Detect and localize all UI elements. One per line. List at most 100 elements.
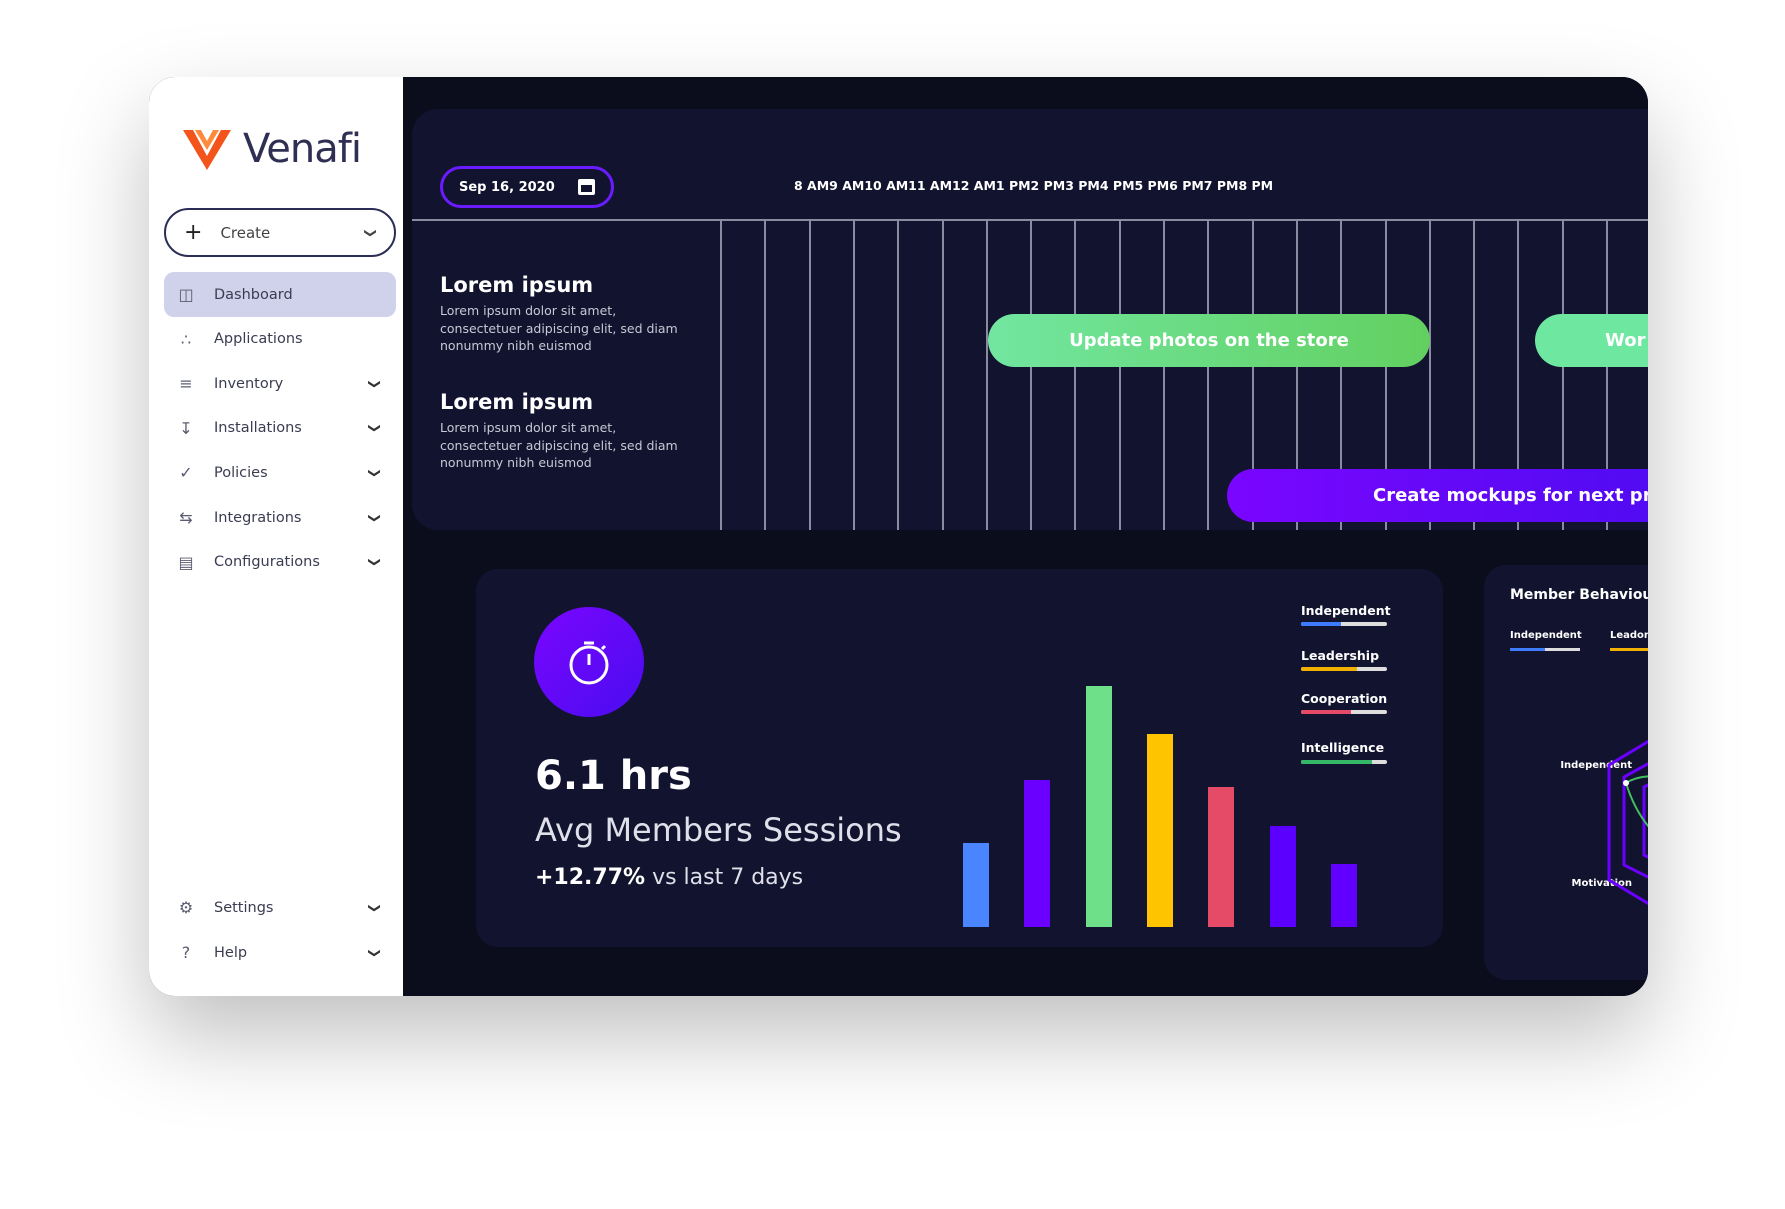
row-description: Lorem ipsum dolor sit amet, consectetuer… bbox=[440, 303, 678, 353]
hour-gridline bbox=[1295, 220, 1298, 530]
hour-gridline bbox=[764, 220, 767, 530]
behaviour-title: Member Behaviou bbox=[1510, 587, 1648, 603]
inventory-icon: ≡ bbox=[179, 374, 193, 394]
task-update-photos[interactable]: Update photos on the store bbox=[988, 314, 1430, 367]
sidebar-item-installations[interactable]: ↧ Installations ❯ bbox=[164, 406, 396, 451]
legend-label: Independent bbox=[1301, 603, 1391, 618]
sidebar-item-label: Integrations bbox=[214, 509, 302, 526]
sessions-card: 6.1 hrs Avg Members Sessions +12.77% vs … bbox=[476, 569, 1443, 947]
legend-label: Intelligence bbox=[1301, 740, 1385, 755]
chevron-down-icon[interactable]: ❯ bbox=[367, 423, 382, 434]
date-picker[interactable]: Sep 16, 2020 bbox=[440, 166, 614, 208]
chart-bar bbox=[1024, 779, 1051, 927]
hour-gridline bbox=[985, 220, 988, 530]
stopwatch-badge bbox=[534, 607, 644, 717]
chevron-down-icon[interactable]: ❯ bbox=[367, 512, 382, 523]
hour-gridline bbox=[897, 220, 900, 530]
stopwatch-icon bbox=[569, 641, 609, 685]
hour-labels: 8 AM9 AM10 AM11 AM12 AM1 PM2 PM3 PM4 PM5… bbox=[794, 178, 1274, 193]
legend-progress bbox=[1301, 622, 1387, 626]
sidebar-item-label: Policies bbox=[214, 464, 268, 481]
sidebar-item-label: Installations bbox=[214, 420, 302, 437]
legend-label: Leadership bbox=[1301, 648, 1380, 663]
main-content: Sep 16, 2020 8 AM9 AM10 AM11 AM12 AM1 PM… bbox=[403, 77, 1648, 996]
radar-axis-label: Independent bbox=[1560, 760, 1632, 771]
date-value: Sep 16, 2020 bbox=[459, 179, 555, 195]
row-description: Lorem ipsum dolor sit amet, consectetuer… bbox=[440, 420, 678, 470]
row-title: Lorem ipsum bbox=[440, 273, 594, 297]
hour-gridline bbox=[1561, 220, 1564, 530]
chevron-down-icon[interactable]: ❯ bbox=[367, 557, 382, 568]
hour-gridline bbox=[720, 220, 722, 530]
chevron-down-icon[interactable]: ❯ bbox=[367, 947, 382, 958]
hour-gridline bbox=[1473, 220, 1476, 530]
sidebar: Venafi + Create ❯ ◫ Dashboard ∴ Application… bbox=[149, 77, 403, 996]
sidebar-item-configurations[interactable]: ▤ Configurations ❯ bbox=[164, 540, 396, 585]
sidebar-item-help[interactable]: ? Help ❯ bbox=[164, 930, 396, 975]
sidebar-item-settings[interactable]: ⚙ Settings ❯ bbox=[164, 885, 396, 930]
sidebar-item-label: Configurations bbox=[214, 554, 320, 571]
legend-label: Cooperation bbox=[1301, 691, 1388, 706]
change-suffix: vs last 7 days bbox=[652, 865, 804, 890]
chevron-down-icon[interactable]: ❯ bbox=[367, 902, 382, 913]
sidebar-item-label: Dashboard bbox=[214, 286, 293, 303]
hour-gridline bbox=[1340, 220, 1343, 530]
legend-progress bbox=[1301, 710, 1387, 714]
radar-chart bbox=[1607, 739, 1648, 906]
behaviour-legend-bar bbox=[1510, 648, 1580, 651]
sidebar-item-integrations[interactable]: ⇆ Integrations ❯ bbox=[164, 495, 396, 540]
help-icon: ? bbox=[181, 943, 191, 962]
sidebar-item-policies[interactable]: ✓ Policies ❯ bbox=[164, 450, 396, 495]
timeline-divider bbox=[412, 219, 1648, 221]
behaviour-legend-label: Independent bbox=[1510, 630, 1582, 641]
sidebar-item-applications[interactable]: ∴ Applications bbox=[164, 317, 396, 362]
policies-icon: ✓ bbox=[179, 463, 193, 483]
hour-gridline bbox=[1030, 220, 1033, 530]
sessions-value: 6.1 hrs bbox=[535, 753, 692, 799]
behaviour-legend-bar bbox=[1610, 648, 1648, 651]
dashboard-icon: ◫ bbox=[178, 285, 194, 304]
hour-gridline bbox=[852, 220, 855, 530]
sessions-change: +12.77% vs last 7 days bbox=[535, 865, 803, 890]
chevron-down-icon[interactable]: ❯ bbox=[367, 378, 382, 389]
venafi-v-icon bbox=[183, 130, 231, 170]
hour-gridline bbox=[1384, 220, 1387, 530]
chart-bar bbox=[963, 842, 989, 927]
hour-gridline bbox=[1251, 220, 1254, 530]
row-title: Lorem ipsum bbox=[440, 390, 594, 414]
sidebar-item-label: Settings bbox=[214, 899, 274, 916]
chevron-down-icon: ❯ bbox=[363, 227, 378, 238]
hour-gridline bbox=[1207, 220, 1210, 530]
hour-gridline bbox=[808, 220, 811, 530]
sidebar-item-dashboard[interactable]: ◫ Dashboard bbox=[164, 272, 396, 317]
member-behaviour-card: Member Behaviou Independent Leador Indep… bbox=[1484, 565, 1648, 980]
create-button[interactable]: + Create ❯ bbox=[164, 208, 396, 257]
chart-bar bbox=[1330, 864, 1357, 927]
venafi-logo[interactable]: Venafi bbox=[181, 126, 362, 172]
calendar-icon[interactable] bbox=[578, 179, 595, 195]
brand-name: Venafi bbox=[243, 126, 362, 172]
chevron-down-icon[interactable]: ❯ bbox=[367, 467, 382, 478]
chart-bar bbox=[1208, 787, 1235, 927]
behaviour-legend-label: Leador bbox=[1610, 630, 1648, 641]
sidebar-item-label: Applications bbox=[214, 331, 303, 348]
plus-icon: + bbox=[184, 220, 203, 245]
chart-bar bbox=[1269, 825, 1296, 927]
app-window: Venafi + Create ❯ ◫ Dashboard ∴ Application… bbox=[149, 77, 1648, 996]
hour-gridline bbox=[1163, 220, 1165, 530]
hour-gridline bbox=[1074, 220, 1077, 530]
task-work[interactable]: Wor bbox=[1535, 314, 1648, 367]
sidebar-item-inventory[interactable]: ≡ Inventory ❯ bbox=[164, 361, 396, 406]
hour-gridline bbox=[1606, 220, 1608, 530]
chart-bar bbox=[1085, 686, 1112, 927]
task-create-mockups[interactable]: Create mockups for next pr bbox=[1227, 469, 1648, 522]
legend-progress bbox=[1301, 760, 1387, 764]
create-label: Create bbox=[220, 223, 271, 242]
integrations-icon: ⇆ bbox=[179, 508, 193, 527]
applications-icon: ∴ bbox=[180, 329, 192, 349]
installations-icon: ↧ bbox=[179, 418, 193, 438]
gear-icon: ⚙ bbox=[178, 898, 194, 917]
hour-gridline bbox=[1517, 220, 1520, 530]
legend-progress bbox=[1301, 667, 1387, 671]
hour-gridline bbox=[1118, 220, 1121, 530]
